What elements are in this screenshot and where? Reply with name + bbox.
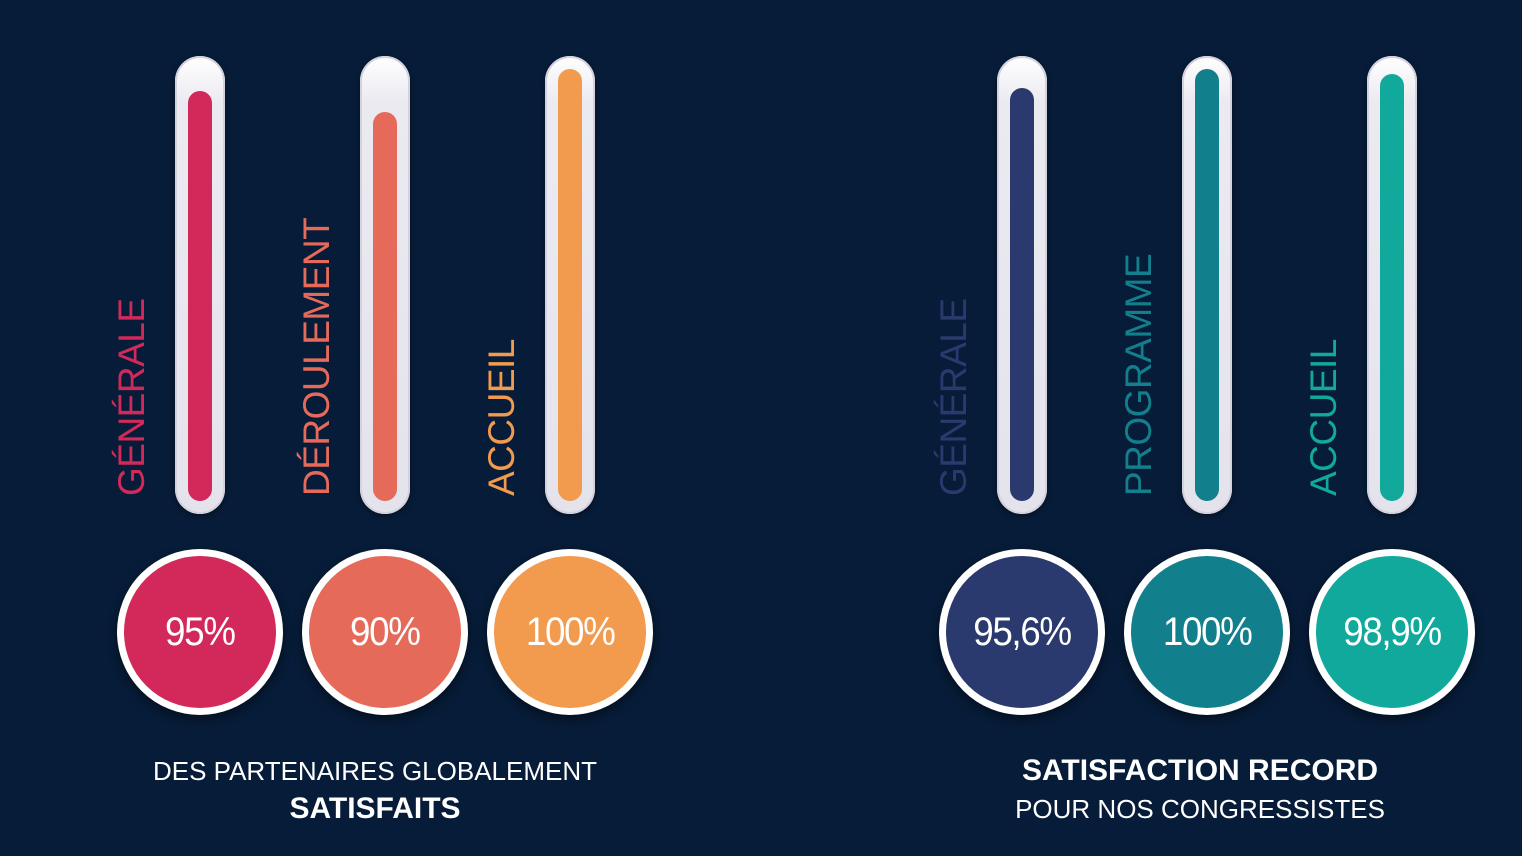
value-circle: 90% [302, 549, 468, 715]
gauge-fill-bar [1380, 73, 1404, 501]
value-circle: 98,9% [1309, 549, 1475, 715]
value-label: 100% [1162, 609, 1253, 654]
gauge-accueil-congress: ACCUEIL 98,9% [0, 0, 1475, 715]
value-circle: 95,6% [939, 549, 1105, 715]
gauge-tube [360, 56, 410, 514]
gauge-deroulement-partners: DÉROULEMENT 90% [0, 0, 468, 715]
gauge-label: GÉNÉRALE [933, 298, 974, 496]
gauge-fill-bar [558, 69, 582, 501]
gauge-label: PROGRAMME [1118, 253, 1159, 496]
gauge-tube [1182, 56, 1232, 514]
gauge-fill-bar [1195, 69, 1219, 501]
congress-caption: SATISFACTION RECORD POUR NOS CONGRESSIST… [900, 752, 1500, 828]
caption-line-2: SATISFAITS [289, 792, 461, 825]
gauge-accueil-partners: ACCUEIL 100% [0, 0, 653, 715]
gauge-label: GÉNÉRALE [111, 298, 152, 496]
gauge-tube [1367, 56, 1417, 514]
gauge-programme-congress: PROGRAMME 100% [0, 0, 1290, 715]
gauge-fill-bar [373, 112, 397, 501]
gauge-label: ACCUEIL [481, 339, 522, 496]
caption-line-2: POUR NOS CONGRESSISTES [1015, 794, 1385, 824]
value-label: 98,9% [1343, 609, 1442, 654]
gauge-fill-bar [1010, 88, 1034, 501]
gauge-tube [997, 56, 1047, 514]
value-label: 95% [165, 609, 236, 654]
caption-line-1: DES PARTENAIRES GLOBALEMENT [152, 756, 598, 786]
value-label: 100% [525, 609, 616, 654]
gauge-label: DÉROULEMENT [296, 217, 337, 496]
value-label: 95,6% [973, 609, 1072, 654]
value-circle: 95% [117, 549, 283, 715]
caption-line-1: SATISFACTION RECORD [1021, 754, 1379, 787]
gauge-tube [175, 56, 225, 514]
gauge-generale-congress: GÉNÉRALE 95,6% [0, 0, 1105, 715]
partners-caption: DES PARTENAIRES GLOBALEMENT SATISFAITS [75, 752, 675, 828]
value-label: 90% [350, 609, 421, 654]
value-circle: 100% [1124, 549, 1290, 715]
value-circle: 100% [487, 549, 653, 715]
gauge-fill-bar [188, 90, 212, 501]
gauge-tube [545, 56, 595, 514]
gauge-generale-partners: GÉNÉRALE 95% [0, 0, 283, 715]
gauge-label: ACCUEIL [1303, 339, 1344, 496]
